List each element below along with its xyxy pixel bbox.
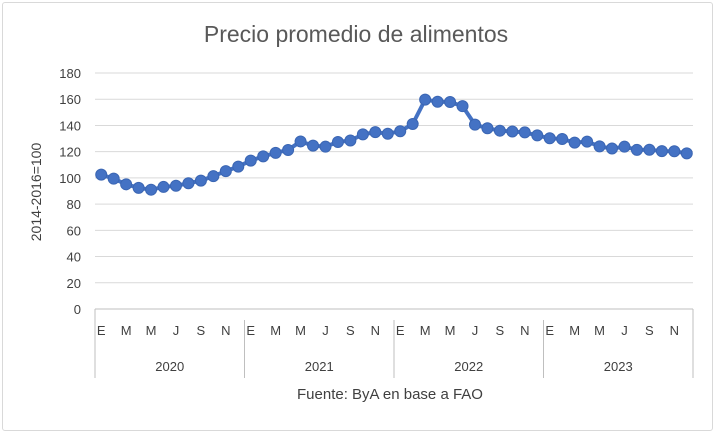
data-point xyxy=(95,168,108,181)
data-point xyxy=(468,118,481,131)
data-point xyxy=(668,145,681,158)
x-tick-label: E xyxy=(246,323,255,338)
data-point xyxy=(618,140,631,153)
y-tick-label: 80 xyxy=(67,197,81,212)
data-point xyxy=(680,147,693,160)
x-tick-label: M xyxy=(270,323,281,338)
year-label: 2023 xyxy=(604,359,633,374)
data-point xyxy=(630,143,643,156)
data-point xyxy=(506,125,519,138)
source-note: Fuente: ByA en base a FAO xyxy=(297,386,483,403)
data-point xyxy=(556,132,569,145)
y-tick-label: 0 xyxy=(74,302,81,317)
data-point xyxy=(207,170,220,183)
data-point xyxy=(232,160,245,173)
year-label: 2020 xyxy=(155,359,184,374)
x-tick-label: S xyxy=(346,323,355,338)
data-point xyxy=(344,134,357,147)
x-tick-label: E xyxy=(396,323,405,338)
data-point xyxy=(593,140,606,153)
data-point xyxy=(331,135,344,148)
year-label: 2021 xyxy=(305,359,334,374)
data-point xyxy=(307,139,320,152)
data-point xyxy=(169,179,182,192)
x-tick-label: J xyxy=(173,323,180,338)
x-tick-label: E xyxy=(97,323,106,338)
x-tick-label: N xyxy=(670,323,679,338)
data-point xyxy=(244,154,257,167)
y-axis-label: 2014-2016=100 xyxy=(28,143,44,242)
data-point xyxy=(369,126,382,139)
data-point xyxy=(581,135,594,148)
x-tick-label: M xyxy=(146,323,157,338)
y-tick-label: 180 xyxy=(59,66,81,81)
x-tick-label: M xyxy=(295,323,306,338)
x-tick-label: S xyxy=(496,323,505,338)
x-tick-label: M xyxy=(121,323,132,338)
x-tick-label: S xyxy=(645,323,654,338)
x-tick-label: N xyxy=(520,323,529,338)
data-point xyxy=(294,135,307,148)
data-point xyxy=(543,132,556,145)
data-point xyxy=(481,122,494,135)
data-point xyxy=(319,140,332,153)
x-tick-label: E xyxy=(545,323,554,338)
data-point xyxy=(107,172,120,185)
y-tick-label: 40 xyxy=(67,250,81,265)
x-tick-label: M xyxy=(420,323,431,338)
y-tick-label: 160 xyxy=(59,92,81,107)
data-point xyxy=(655,145,668,158)
data-point xyxy=(257,150,270,163)
data-point xyxy=(194,174,207,187)
x-tick-label: M xyxy=(594,323,605,338)
data-point xyxy=(145,183,158,196)
gridlines xyxy=(95,72,693,310)
chart-title: Precio promedio de alimentos xyxy=(204,21,508,47)
y-tick-label: 20 xyxy=(67,276,81,291)
data-point xyxy=(606,142,619,155)
data-point xyxy=(531,129,544,142)
x-tick-label: M xyxy=(445,323,456,338)
data-point xyxy=(157,180,170,193)
data-point xyxy=(219,165,232,178)
x-tick-label: J xyxy=(322,323,329,338)
series-line xyxy=(95,93,693,196)
data-point xyxy=(456,100,469,113)
data-point xyxy=(419,93,432,106)
data-point xyxy=(643,143,656,156)
data-point xyxy=(431,95,444,108)
x-tick-label: N xyxy=(221,323,230,338)
x-tick-label: M xyxy=(569,323,580,338)
y-tick-labels: 0 20 40 60 80 100 120 140 160 180 xyxy=(59,66,81,317)
x-tick-label: S xyxy=(197,323,206,338)
data-point xyxy=(132,181,145,194)
data-point xyxy=(182,177,195,190)
y-tick-label: 100 xyxy=(59,171,81,186)
x-tick-label: N xyxy=(371,323,380,338)
data-point xyxy=(568,136,581,149)
data-point xyxy=(518,126,531,139)
data-point xyxy=(381,127,394,140)
x-tick-label: J xyxy=(472,323,479,338)
y-tick-label: 60 xyxy=(67,223,81,238)
x-tick-label: J xyxy=(621,323,628,338)
data-point xyxy=(282,143,295,156)
y-tick-label: 140 xyxy=(59,118,81,133)
data-point xyxy=(356,128,369,141)
data-point xyxy=(120,178,133,191)
data-point xyxy=(394,125,407,138)
data-point xyxy=(493,124,506,137)
year-label: 2022 xyxy=(454,359,483,374)
y-tick-label: 120 xyxy=(59,145,81,160)
data-point xyxy=(269,146,282,159)
data-point xyxy=(444,95,457,108)
data-point xyxy=(406,118,419,131)
